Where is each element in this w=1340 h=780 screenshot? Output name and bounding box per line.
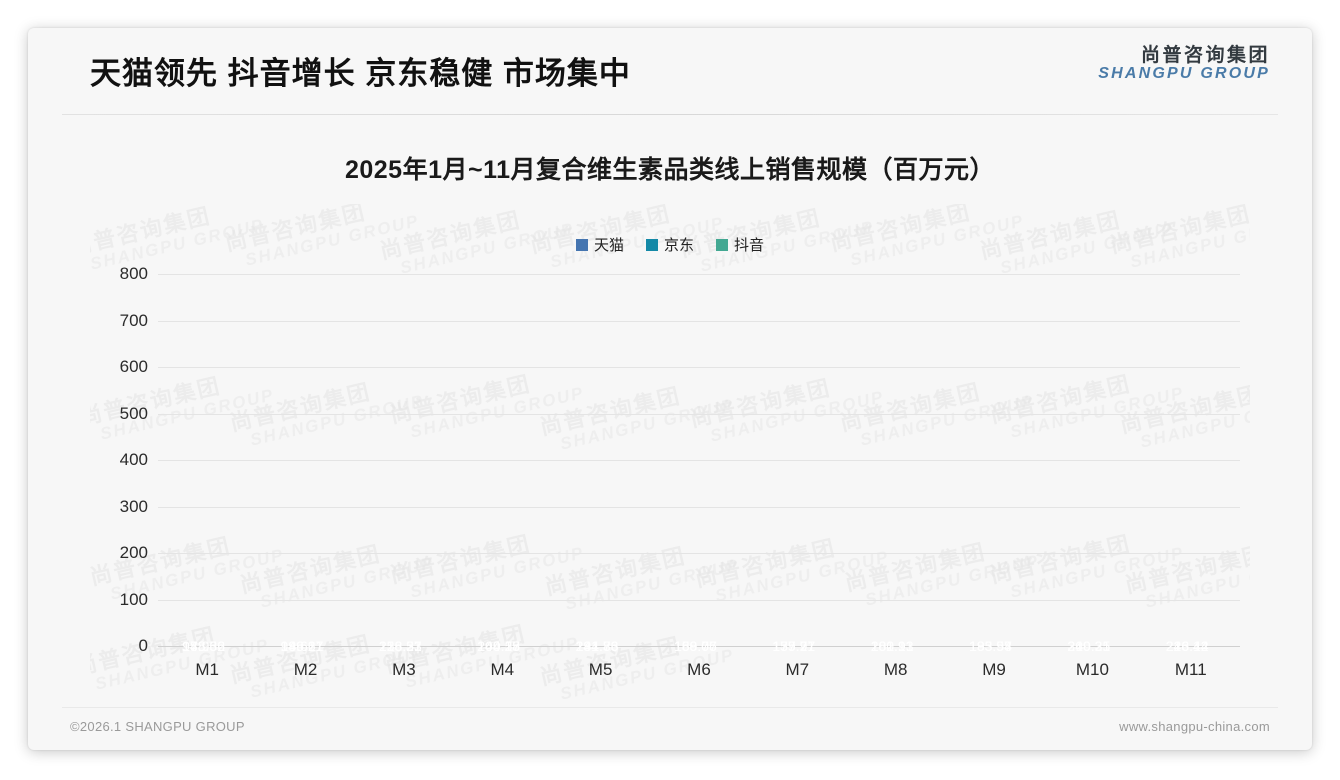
bar-value-label: 193.94 (969, 638, 1012, 654)
page-header: 天猫领先 抖音增长 京东稳健 市场集中 尚普咨询集团 SHANGPU GROUP (28, 28, 1312, 114)
footer-copyright: ©2026.1 SHANGPU GROUP (70, 719, 245, 734)
legend-item-天猫[interactable]: 天猫 (575, 234, 624, 255)
bar-value-label: 228.51 (378, 638, 422, 654)
bar-value-label: 188.52 (182, 638, 225, 654)
bar-group-M4: 200.55 149.18 164.27 M4 (453, 274, 551, 679)
legend-swatch-icon (575, 238, 588, 251)
y-axis-tick-label: 0 (138, 636, 148, 655)
gridline (158, 553, 1240, 554)
x-axis-tick-label: M5 (588, 660, 613, 679)
bar-value-label: 180.05 (673, 638, 717, 654)
bar-group-M11: 226.4 213.44 246.12 M11 (1142, 274, 1240, 679)
bar-group-M5: 244.83 191.76 231.8 M5 (551, 274, 649, 679)
gridline (158, 599, 1240, 601)
bar-value-label: 149.18 (477, 638, 521, 654)
gridline (158, 367, 1240, 368)
bar-value-label: 200.55 (477, 638, 521, 654)
bar-value-label: 199.21 (280, 638, 324, 654)
x-axis-tick-label: M8 (883, 660, 908, 679)
header-divider (62, 114, 1278, 115)
bar-value-label: 185.57 (969, 638, 1012, 654)
bar-value-label: 137.77 (772, 638, 816, 654)
y-axis-tick-label: 800 (119, 264, 148, 283)
bar-group-M2: 186.67 94.61 199.21 M2 (256, 274, 354, 679)
x-axis-tick-label: M9 (982, 660, 1006, 679)
x-axis-tick-label: M6 (687, 660, 711, 679)
y-axis-tick-label: 400 (119, 450, 148, 469)
x-axis-tick-label: M4 (490, 660, 515, 679)
y-axis-tick-label: 500 (119, 403, 148, 423)
bar-group-M10: 300.25 210.31 249.3 M10 (1043, 274, 1141, 679)
legend-item-京东[interactable]: 京东 (645, 234, 694, 255)
bar-value-label: 202.91 (870, 638, 914, 654)
bar-value-label: 168.07 (673, 638, 717, 654)
legend-item-抖音[interactable]: 抖音 (716, 234, 764, 255)
bar-value-label: 181.1 (870, 638, 906, 654)
y-axis-tick-label: 700 (119, 310, 148, 330)
x-axis-tick-label: M7 (785, 660, 810, 679)
footer-website: www.shangpu-china.com (1119, 719, 1270, 734)
bar-series-container: 188.52 94.93 178.66 M1 186.67 94.61 199.21 M2 21… (158, 274, 1240, 679)
bar-value-label: 246.12 (1165, 638, 1209, 654)
bar-value-label: 178.66 (182, 638, 225, 654)
bar-value-label: 300.25 (1067, 638, 1111, 654)
footer-divider (62, 707, 1278, 708)
legend-label: 天猫 (593, 237, 624, 254)
bar-value-label: 231.8 (575, 638, 611, 654)
bar-group-M9: 183.58 185.57 193.94 M9 (945, 274, 1043, 679)
bar-value-label: 244.83 (575, 638, 619, 654)
legend-swatch-icon (645, 238, 658, 251)
report-card: 天猫领先 抖音增长 京东稳健 市场集中 尚普咨询集团 SHANGPU GROUP… (28, 28, 1312, 750)
brand-logo-cn: 尚普咨询集团 (1140, 45, 1270, 66)
bar-value-label: 180.93 (870, 638, 914, 654)
legend-label: 抖音 (734, 237, 765, 254)
y-axis-tick-label: 300 (119, 496, 148, 516)
bar-value-label: 210.31 (1067, 638, 1111, 654)
y-axis-tick-label: 100 (119, 589, 148, 609)
bar-value-label: 191.76 (575, 638, 619, 654)
gridline (158, 646, 1240, 647)
x-axis-tick-label: M2 (293, 660, 318, 679)
x-axis-tick-label: M1 (195, 660, 219, 679)
chart-title: 2025年1月~11月复合维生素品类线上销售规模（百万元） (344, 156, 996, 184)
y-axis-tick-label: 600 (119, 357, 148, 376)
bar-value-label: 164.27 (477, 638, 521, 654)
chart-container: 尚普咨询集团 SHANGPU GROUP 尚普咨询集团 SHANGPU GROUP 尚普… (90, 204, 1250, 704)
bar-value-label: 159.76 (673, 638, 717, 654)
x-axis-tick-label: M10 (1075, 660, 1109, 679)
bar-value-label: 183.58 (969, 638, 1012, 654)
x-axis-tick-label: M3 (392, 660, 416, 679)
gridline (158, 320, 1240, 322)
bar-value-label: 159.27 (772, 638, 816, 654)
gridline (158, 460, 1240, 461)
bar-value-label: 158.33 (378, 638, 422, 654)
chart-legend: 天猫 京东 抖音 (90, 234, 1250, 255)
bar-group-M3: 216.27 158.33 228.51 M3 (355, 274, 453, 679)
bar-value-label: 94.93 (182, 638, 218, 654)
plot-area: 0 100 200 300 400 500 600 700 800 188.52 94.93 178… (120, 264, 1240, 679)
legend-swatch-icon (716, 238, 728, 251)
y-axis-tick-label: 200 (119, 543, 148, 562)
bar-group-M1: 188.52 94.93 178.66 M1 (158, 274, 256, 679)
brand-logo: 尚普咨询集团 SHANGPU GROUP (1098, 46, 1270, 83)
bar-value-label: 226.4 (1165, 638, 1201, 654)
gridline (158, 274, 1240, 275)
bar-group-M7: 137.77 159.27 175.91 M7 (748, 274, 846, 679)
page-title: 天猫领先 抖音增长 京东稳健 市场集中 (90, 56, 631, 91)
bar-value-label: 94.61 (280, 638, 316, 654)
x-axis-tick-label: M11 (1174, 660, 1207, 679)
legend-label: 京东 (663, 237, 694, 254)
brand-logo-en: SHANGPU GROUP (1098, 64, 1270, 82)
bar-group-M6: 180.05 159.76 168.07 M6 (650, 274, 748, 679)
gridline (158, 413, 1240, 415)
gridline (158, 506, 1240, 508)
bar-value-label: 216.27 (378, 638, 422, 654)
bar-value-label: 175.91 (772, 638, 816, 654)
bar-value-label: 249.3 (1067, 638, 1103, 654)
bar-value-label: 213.44 (1165, 638, 1209, 654)
bar-value-label: 186.67 (280, 638, 324, 654)
bar-group-M8: 180.93 181.1 202.91 M8 (847, 274, 945, 679)
